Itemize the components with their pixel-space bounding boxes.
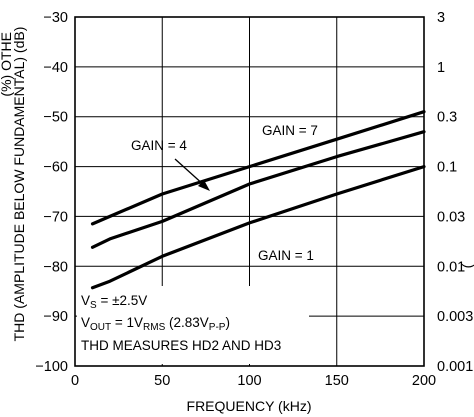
y-axis-label-cutoff: (%) OTHE: [0, 32, 14, 97]
y2-tick-label: 0.01: [437, 259, 465, 275]
x-tick-label: 150: [325, 373, 349, 389]
y-tick-label: −40: [43, 60, 68, 76]
series-line-gain-4: [90, 130, 426, 249]
plot-frame: [74, 16, 425, 367]
condition-thd-note: THD MEASURES HD2 AND HD3: [81, 338, 281, 353]
y-tick-label: −60: [43, 160, 68, 176]
series-layer: [90, 110, 426, 290]
series-line-gain-7: [90, 110, 426, 226]
gain-1-label: GAIN = 1: [258, 248, 314, 263]
x-axis-label: FREQUENCY (kHz): [187, 398, 312, 414]
y-tick-label: −70: [43, 209, 68, 225]
y-tick-label: −80: [43, 259, 68, 275]
y-axis-label: THD (AMPLITUDE BELOW FUNDAMENTAL) (dB): [11, 27, 27, 342]
y-tick-labels: −30 −40 −50 −60 −70 −80 −90 −100: [35, 10, 68, 375]
y2-tick-label: 0.03: [437, 209, 465, 225]
series-line-gain-1: [90, 165, 426, 290]
y2-tick-label: 0.001: [437, 359, 473, 375]
y2-tick-label: 3: [437, 10, 445, 26]
x-tick-label: 200: [412, 373, 436, 389]
conditions-box: [77, 286, 309, 364]
y-tick-label: −100: [35, 359, 68, 375]
y2-tick-label: 1: [437, 60, 445, 76]
x-tick-labels: 0 50 100 150 200: [71, 373, 436, 389]
gain-4-label: GAIN = 4: [131, 138, 187, 153]
x-tick-label: 50: [154, 373, 170, 389]
x-tick-label: 100: [237, 373, 261, 389]
y-tick-label: −90: [43, 309, 68, 325]
y-tick-label: −30: [43, 10, 68, 26]
gain-7-label: GAIN = 7: [262, 123, 318, 138]
y2-tick-label: 0.1: [437, 160, 457, 176]
gain-4-arrow: [174, 158, 210, 191]
y-tick-label: −50: [43, 110, 68, 126]
x-tick-label: 0: [71, 373, 79, 389]
condition-supply: VS = ±2.5V: [81, 293, 147, 311]
y2-tick-label: 0.3: [437, 110, 457, 126]
y2-axis-label-cutoff: (: [459, 263, 474, 268]
y2-tick-label: 0.003: [437, 309, 473, 325]
condition-output: VOUT = 1VRMS (2.83VP-P): [81, 315, 230, 333]
y2-tick-labels: 3 1 0.3 0.1 0.03 0.01 0.003 0.001: [437, 10, 473, 375]
